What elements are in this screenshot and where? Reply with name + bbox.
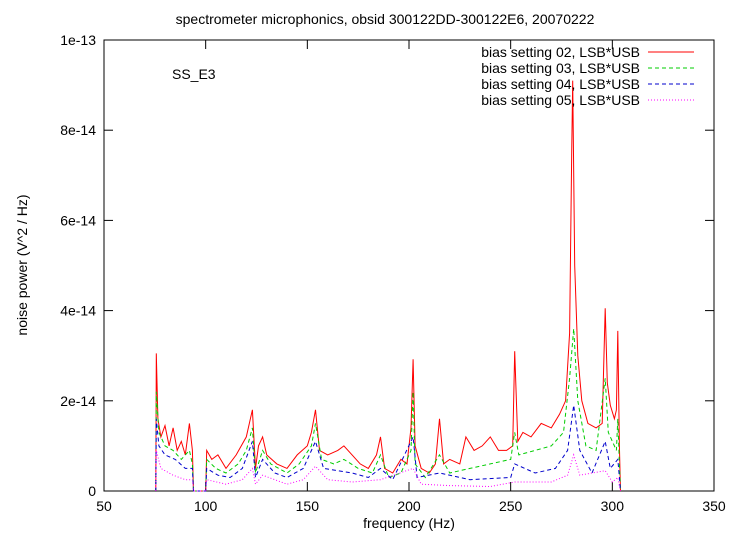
x-tick-label: 300: [601, 498, 625, 514]
legend-label-4: bias setting 05, LSB*USB: [481, 92, 640, 108]
legend-label-3: bias setting 04, LSB*USB: [481, 76, 640, 92]
x-tick-label: 200: [397, 498, 421, 514]
y-tick-label: 1e-13: [60, 32, 96, 48]
series-line-3: [155, 405, 621, 492]
x-tick-label: 250: [499, 498, 523, 514]
x-tick-label: 350: [702, 498, 726, 514]
legend-label-1: bias setting 02, LSB*USB: [481, 44, 640, 60]
axis-ticks: 50 100 150 200 250 300 350 0 2e-14 4e-14 6e-14 8e-1…: [60, 32, 726, 514]
annotation-label: SS_E3: [172, 66, 216, 82]
chart-title: spectrometer microphonics, obsid 300122D…: [176, 11, 595, 27]
series-layer: [155, 80, 621, 492]
y-tick-label: 2e-14: [60, 393, 96, 409]
y-axis-title: noise power (V^2 / Hz): [14, 194, 30, 335]
y-tick-label: 0: [88, 483, 96, 499]
legend-label-2: bias setting 03, LSB*USB: [481, 60, 640, 76]
y-tick-label: 8e-14: [60, 122, 96, 138]
series-line-1: [155, 80, 621, 492]
x-tick-label: 100: [194, 498, 218, 514]
x-tick-label: 50: [96, 498, 112, 514]
y-tick-label: 6e-14: [60, 212, 96, 228]
x-axis-title: frequency (Hz): [363, 515, 455, 531]
y-tick-label: 4e-14: [60, 303, 96, 319]
x-tick-label: 150: [296, 498, 320, 514]
